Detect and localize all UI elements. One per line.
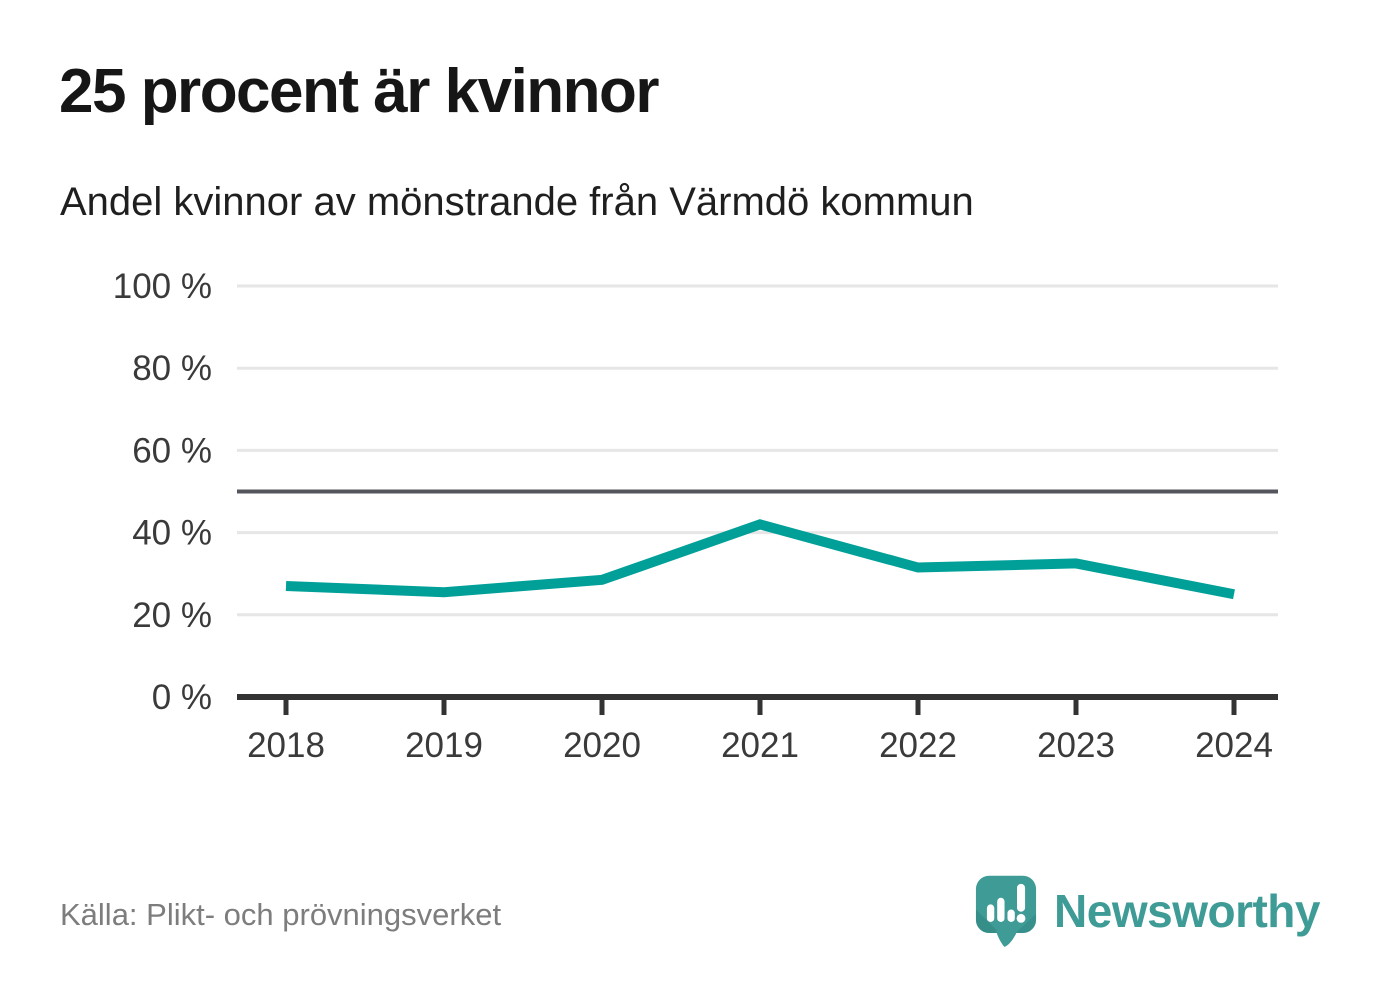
source-attribution: Källa: Plikt- och prövningsverket	[60, 897, 502, 932]
data-line	[285, 519, 1235, 600]
x-axis-label: 2024	[1195, 726, 1273, 765]
exclamation-glyph	[1016, 883, 1026, 923]
bar-chart-glyph	[986, 897, 1015, 922]
chart-subtitle: Andel kvinnor av mönstrande från Värmdö …	[60, 180, 974, 224]
page-title: 25 procent är kvinnor	[59, 57, 660, 126]
x-axis-label: 2020	[563, 726, 641, 765]
y-axis-label: 60 %	[132, 431, 212, 470]
y-axis-label: 40 %	[132, 514, 212, 553]
x-axis-label: 2022	[879, 726, 957, 765]
bubble-shading	[975, 909, 1037, 933]
y-axis-label: 0 %	[152, 678, 212, 717]
x-axis-label: 2021	[721, 726, 799, 765]
x-axis-label: 2018	[247, 726, 325, 765]
x-axis-label: 2023	[1037, 726, 1115, 765]
newsworthy-speech-bubble-bar-chart-icon	[975, 875, 1037, 947]
newsworthy-logo-text: Newsworthy	[1054, 885, 1320, 937]
y-axis-label: 20 %	[132, 596, 212, 635]
y-axis-label: 80 %	[132, 349, 212, 388]
x-axis-label: 2019	[405, 726, 483, 765]
y-axis-label: 100 %	[113, 267, 212, 306]
speech-bubble-tail	[995, 930, 1018, 947]
newsworthy-logo: Newsworthy	[973, 872, 1320, 950]
